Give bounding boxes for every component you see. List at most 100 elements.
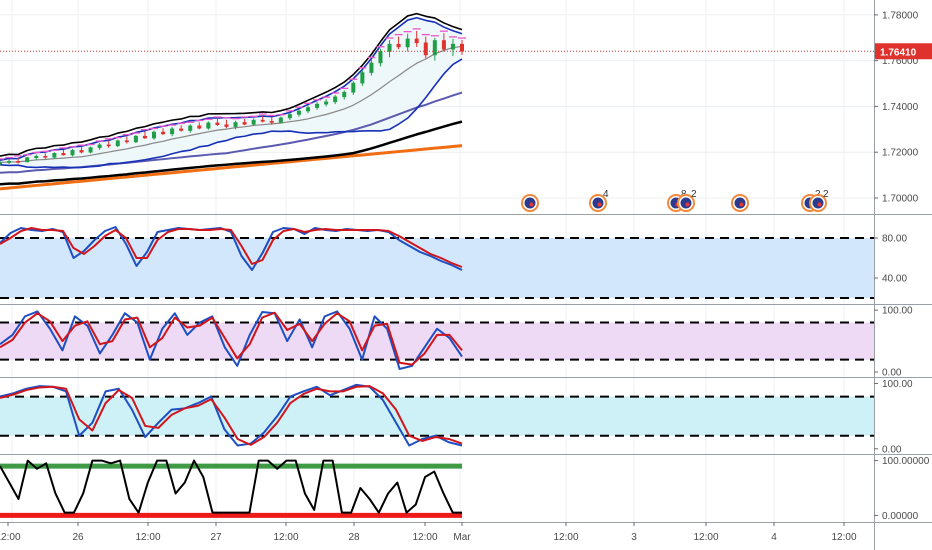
candle-body[interactable] [333, 96, 338, 103]
x-tick-label: 12:00 [0, 532, 21, 543]
candle-body[interactable] [441, 40, 446, 50]
candle-body[interactable] [215, 122, 220, 126]
event-count: 2 [823, 189, 829, 200]
oscillator-panel-1[interactable] [0, 226, 874, 299]
candle-body[interactable] [278, 117, 283, 123]
oscillator-panel-4[interactable] [0, 459, 462, 518]
candle-body[interactable] [432, 40, 437, 56]
candle-body[interactable] [305, 107, 310, 112]
candle-body[interactable] [396, 43, 401, 48]
candle-body[interactable] [242, 122, 247, 125]
x-tick-label: Mar [453, 532, 471, 543]
candle-body[interactable] [79, 150, 84, 153]
candle-body[interactable] [378, 51, 383, 64]
oscillator-series-2 [0, 385, 463, 446]
candle-body[interactable] [450, 43, 455, 50]
event-count: 2 [691, 189, 697, 200]
event-count: 4 [603, 189, 609, 200]
candle-body[interactable] [188, 125, 193, 131]
candle-body[interactable] [342, 91, 347, 98]
candle-body[interactable] [70, 150, 75, 156]
x-tick-label: 12:00 [412, 532, 437, 543]
oscillator-band [0, 396, 874, 436]
candle-body[interactable] [52, 153, 57, 158]
candle-body[interactable] [25, 157, 30, 163]
oscillator-band [0, 238, 874, 298]
flag-accent [685, 202, 690, 207]
event-marker-5[interactable] [731, 194, 749, 212]
event-marker-2[interactable]: 4 [589, 189, 609, 212]
candle-body[interactable] [287, 114, 292, 119]
candle-body[interactable] [269, 121, 274, 123]
candle-body[interactable] [197, 125, 202, 129]
x-tick-label: 4 [771, 532, 777, 543]
event-marker-1[interactable] [521, 194, 539, 212]
candle-body[interactable] [224, 124, 229, 127]
candle-body[interactable] [324, 101, 329, 105]
y-tick-label: 1.70000 [882, 193, 919, 204]
bollinger-lower-band [0, 58, 463, 169]
candle-body[interactable] [405, 38, 410, 48]
oscillator-panel-2[interactable] [0, 310, 874, 370]
candle-body[interactable] [315, 103, 320, 108]
candle-body[interactable] [296, 110, 301, 115]
candle-body[interactable] [387, 43, 392, 52]
candle-body[interactable] [152, 131, 157, 139]
candle-body[interactable] [161, 131, 166, 135]
y-tick-label: 1.74000 [882, 102, 919, 113]
candle-body[interactable] [133, 135, 138, 143]
price-axis[interactable]: 1.78000 1.76000 1.74000 1.72000 1.70000 80.00… [874, 10, 932, 522]
y-tick-label: 1.76000 [882, 56, 919, 67]
time-axis[interactable]: 12:00 26 12:00 27 12:00 28 12:00 Mar 12:00 3 12:00… [0, 522, 857, 543]
candle-body[interactable] [206, 122, 211, 129]
y-tick-label: 100.00 [882, 379, 913, 390]
y-tick-label: 0.00 [882, 444, 902, 455]
oscillator-series-1 [0, 459, 462, 514]
candle-body[interactable] [124, 140, 129, 143]
y-tick-label: 80.00 [882, 234, 907, 245]
candle-body[interactable] [459, 43, 464, 52]
candle-body[interactable] [351, 82, 356, 93]
candle-body[interactable] [360, 72, 365, 84]
y-tick-label: 0.00 [882, 368, 902, 379]
candle-body[interactable] [251, 119, 256, 125]
price-panel[interactable] [0, 12, 874, 199]
event-marker-4[interactable]: 2 [677, 189, 697, 212]
candle-body[interactable] [88, 147, 93, 153]
moving-average-orange [0, 144, 463, 191]
event-marker-7[interactable]: 2 [809, 189, 829, 212]
x-tick-label: 12:00 [831, 532, 856, 543]
candle-body[interactable] [34, 156, 39, 158]
flag-accent [739, 202, 744, 207]
candle-body[interactable] [61, 153, 66, 156]
candle-body[interactable] [0, 162, 3, 164]
candle-body[interactable] [423, 42, 428, 56]
candle-body[interactable] [115, 140, 120, 147]
x-tick-label: 12:00 [273, 532, 298, 543]
envelope-upper-black [0, 12, 463, 157]
candle-body[interactable] [170, 128, 175, 135]
candle-body[interactable] [414, 38, 419, 44]
candle-body[interactable] [260, 119, 265, 122]
last-price-badge [875, 43, 932, 60]
candle-body[interactable] [43, 156, 48, 158]
economic-events[interactable]: 48222 [521, 189, 829, 212]
x-tick-label: 28 [348, 532, 360, 543]
candle-body[interactable] [369, 62, 374, 73]
flag-accent [529, 202, 534, 207]
y-tick-label: 1.78000 [882, 10, 919, 21]
candle-body[interactable] [106, 144, 111, 147]
oscillator-series-2 [0, 227, 463, 268]
oscillator-panel-3[interactable] [0, 383, 874, 447]
candle-body[interactable] [7, 161, 12, 163]
candle-body[interactable] [179, 128, 184, 131]
x-tick-label: 12:00 [693, 532, 718, 543]
x-tick-label: 26 [72, 532, 84, 543]
candle-body[interactable] [16, 161, 21, 163]
candle-body[interactable] [233, 122, 238, 127]
candle-body[interactable] [142, 135, 147, 139]
candle-body[interactable] [97, 144, 102, 148]
flag-accent [817, 202, 822, 207]
